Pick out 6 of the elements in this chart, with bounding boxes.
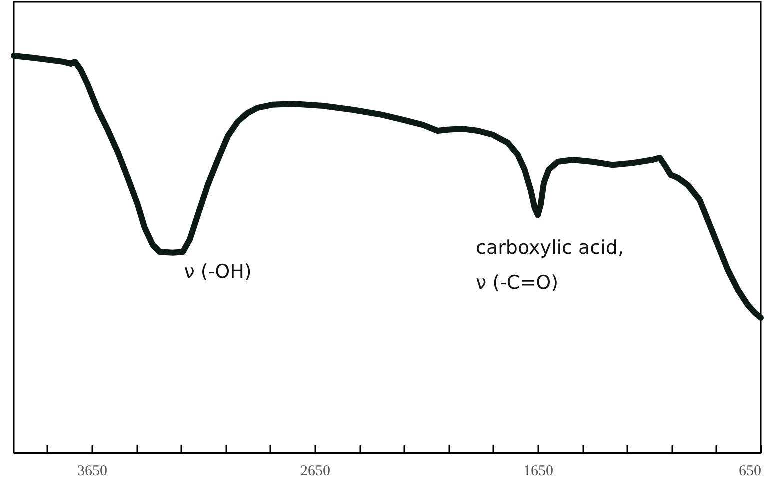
x-tick-label: 1650	[524, 464, 554, 480]
x-tick-label: 2650	[300, 464, 331, 480]
x-tick-label: 650	[739, 464, 762, 480]
annotation: carboxylic acid, ν (-C=O)	[476, 237, 624, 294]
annotation: ν (-OH)	[184, 261, 252, 283]
x-tick-label: 3650	[78, 464, 108, 480]
